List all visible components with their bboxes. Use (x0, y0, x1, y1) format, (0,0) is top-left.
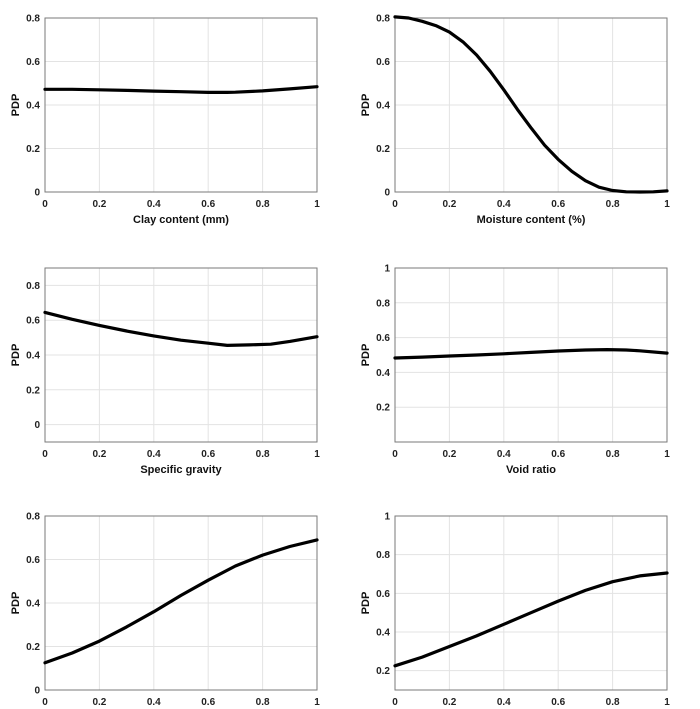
y-tick-label: 0.8 (376, 550, 390, 561)
y-tick-label: 0 (34, 686, 40, 697)
x-tick-label: 0.4 (497, 199, 511, 210)
x-axis-label: Clay content (mm) (133, 214, 229, 226)
x-tick-label: 0.6 (201, 697, 215, 708)
y-tick-label: 0.2 (26, 385, 40, 396)
x-tick-label: 0.2 (92, 199, 106, 210)
chart-panel-4: 0 0.2 0.4 0.6 0.8 1 0.2 0.4 0.6 0.8 1 Void ratio PDP (360, 264, 670, 477)
y-tick-label: 0 (34, 420, 40, 431)
chart-panel-2: 0 0.2 0.4 0.6 0.8 1 0 0.2 0.4 0.6 0.8 Moisture cont… (360, 14, 670, 227)
y-tick-label: 0.2 (376, 666, 390, 677)
x-tick-label: 0.4 (147, 697, 161, 708)
x-tick-label: 1 (314, 449, 320, 460)
x-tick-label: 0.2 (92, 449, 106, 460)
x-tick-label: 1 (314, 199, 320, 210)
x-tick-label: 0.8 (606, 199, 620, 210)
x-tick-label: 0.6 (551, 449, 565, 460)
x-tick-label: 0 (392, 697, 398, 708)
y-tick-label: 0.8 (26, 512, 40, 523)
x-tick-label: 0.8 (606, 697, 620, 708)
y-axis-label: PDP (360, 344, 372, 367)
x-tick-label: 0.6 (551, 697, 565, 708)
y-axis-label: PDP (360, 592, 372, 615)
y-axis-label: PDP (10, 344, 22, 367)
pdp-curve (393, 15, 669, 194)
plot-frame (394, 267, 668, 443)
y-tick-label: 0.4 (376, 101, 390, 112)
y-tick-label: 0.6 (376, 589, 390, 600)
pdp-curve (43, 85, 319, 95)
y-tick-label: 0.4 (26, 101, 40, 112)
x-tick-label: 0 (42, 697, 48, 708)
x-tick-label: 0.8 (256, 449, 270, 460)
chart-panel-3: 0 0.2 0.4 0.6 0.8 1 0 0.2 0.4 0.6 0.8 Specific grav… (10, 267, 320, 476)
y-tick-label: 0.4 (376, 368, 390, 379)
y-tick-label: 0.6 (26, 316, 40, 327)
y-tick-label: 0 (384, 188, 390, 199)
x-tick-label: 0.4 (147, 449, 161, 460)
x-tick-label: 0 (42, 449, 48, 460)
y-tick-label: 0.4 (26, 599, 40, 610)
chart-panel-6: 00.20.40.60.810.20.40.60.81Plastic limit… (360, 512, 670, 709)
y-tick-label: 0.2 (376, 144, 390, 155)
y-tick-label: 0.2 (26, 144, 40, 155)
y-axis-label: PDP (10, 592, 22, 615)
y-tick-label: 0.4 (26, 351, 40, 362)
x-tick-label: 1 (664, 697, 670, 708)
plot-frame (44, 17, 318, 193)
y-tick-label: 0.8 (26, 281, 40, 292)
y-tick-label: 0.6 (376, 57, 390, 68)
x-tick-label: 0.8 (606, 449, 620, 460)
plot-frame (394, 17, 668, 193)
y-tick-label: 0.2 (26, 642, 40, 653)
x-tick-label: 0.2 (442, 199, 456, 210)
x-tick-label: 0.6 (201, 199, 215, 210)
x-tick-label: 0.2 (92, 697, 106, 708)
pdp-curve (393, 571, 669, 668)
x-tick-label: 0.4 (497, 697, 511, 708)
x-tick-label: 0.8 (256, 697, 270, 708)
y-tick-label: 0.6 (26, 57, 40, 68)
x-tick-label: 0 (42, 199, 48, 210)
y-tick-label: 1 (384, 512, 390, 523)
y-axis-label: PDP (360, 94, 372, 117)
pdp-curve (393, 348, 669, 360)
x-tick-label: 0.4 (497, 449, 511, 460)
y-tick-label: 0 (34, 188, 40, 199)
y-tick-label: 0.8 (376, 298, 390, 309)
x-tick-label: 0.6 (201, 449, 215, 460)
x-tick-label: 0.2 (442, 449, 456, 460)
x-tick-label: 0.6 (551, 199, 565, 210)
plot-area (394, 515, 668, 691)
y-tick-label: 0.6 (26, 555, 40, 566)
y-tick-label: 0.6 (376, 333, 390, 344)
x-tick-label: 1 (664, 449, 670, 460)
x-axis-label: Specific gravity (140, 464, 222, 476)
x-axis-label: Void ratio (506, 464, 556, 476)
x-tick-label: 0.2 (442, 697, 456, 708)
x-tick-label: 1 (314, 697, 320, 708)
x-tick-label: 0 (392, 199, 398, 210)
pdp-curve (43, 310, 319, 347)
y-tick-label: 0.8 (376, 14, 390, 25)
x-tick-label: 1 (664, 199, 670, 210)
plot-frame (44, 267, 318, 443)
chart-panel-1: 0 0.2 0.4 0.6 0.8 1 0 0.2 0.4 0.6 0.8 Clay content … (10, 14, 320, 227)
plot-frame (44, 515, 318, 691)
y-tick-label: 0.2 (376, 403, 390, 414)
y-tick-label: 0.4 (376, 628, 390, 639)
x-tick-label: 0.8 (256, 199, 270, 210)
y-tick-label: 1 (384, 264, 390, 275)
y-axis-label: PDP (10, 94, 22, 117)
pdp-curve (43, 538, 319, 665)
plot-frame (394, 515, 668, 691)
x-tick-label: 0 (392, 449, 398, 460)
x-tick-label: 0.4 (147, 199, 161, 210)
y-tick-label: 0.8 (26, 14, 40, 25)
x-axis-label: Moisture content (%) (477, 214, 586, 226)
